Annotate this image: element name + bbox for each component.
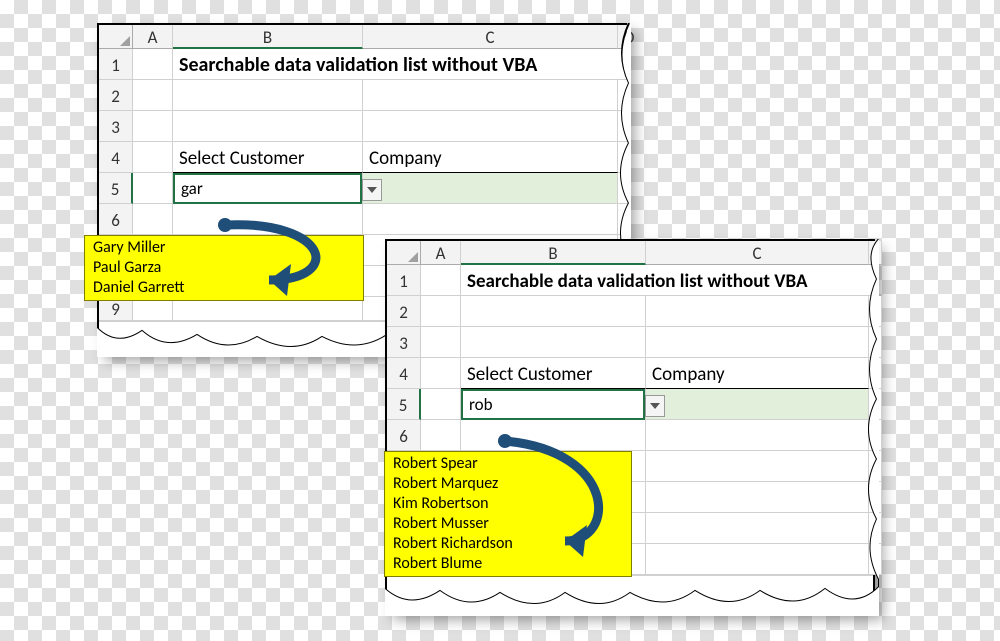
cell-C4-company[interactable]: Company <box>363 142 618 173</box>
row-header[interactable]: 2 <box>387 296 421 327</box>
col-header-edge <box>869 241 882 265</box>
col-header-B[interactable]: B <box>173 25 363 49</box>
cell[interactable] <box>646 327 869 358</box>
list-item[interactable]: Kim Robertson <box>393 494 623 514</box>
cell[interactable] <box>133 80 173 111</box>
cell-A1[interactable] <box>133 49 173 80</box>
row-header[interactable]: 4 <box>387 358 421 389</box>
customer-search-input[interactable]: rob <box>461 389 645 420</box>
col-header-D-edge: D <box>618 25 631 49</box>
row-header[interactable]: 1 <box>99 49 133 80</box>
cell[interactable] <box>421 265 461 296</box>
select-all-corner[interactable] <box>99 25 133 49</box>
cell-B4-select-customer[interactable]: Select Customer <box>173 142 363 173</box>
cell[interactable] <box>869 513 882 544</box>
cell[interactable] <box>133 111 173 142</box>
cell[interactable] <box>869 544 882 575</box>
col-header-C[interactable]: C <box>363 25 618 49</box>
col-header-A[interactable]: A <box>133 25 173 49</box>
cell[interactable] <box>618 173 631 204</box>
cell[interactable] <box>461 296 646 327</box>
cell-B1-title[interactable]: Searchable data validation list without … <box>173 49 629 80</box>
cell[interactable] <box>133 173 173 204</box>
cell[interactable] <box>646 451 869 482</box>
col-header-C[interactable]: C <box>646 241 869 265</box>
dropdown-button[interactable] <box>645 395 665 417</box>
cell[interactable] <box>869 358 882 389</box>
list-item[interactable]: Robert Richardson <box>393 534 623 554</box>
row-header[interactable]: 2 <box>99 80 133 111</box>
cell-C5-company-value[interactable] <box>363 173 618 204</box>
chevron-down-icon <box>367 187 377 193</box>
cell[interactable] <box>869 296 882 327</box>
list-item[interactable]: Robert Blume <box>393 554 623 574</box>
row-header[interactable]: 6 <box>387 420 421 451</box>
cell[interactable] <box>173 80 363 111</box>
cell-B1-title[interactable]: Searchable data validation list without … <box>461 265 877 296</box>
excel-snippet-2: A B C 1 Searchable data validation list … <box>385 239 875 612</box>
list-item[interactable]: Paul Garza <box>93 258 355 278</box>
list-item[interactable]: Robert Marquez <box>393 474 623 494</box>
cell-B5-input-wrapper: rob <box>461 389 646 420</box>
cell[interactable] <box>421 296 461 327</box>
chevron-down-icon <box>650 403 660 409</box>
cell[interactable] <box>133 142 173 173</box>
cell[interactable] <box>646 513 869 544</box>
list-item[interactable]: Daniel Garrett <box>93 278 355 298</box>
cell[interactable] <box>646 482 869 513</box>
customer-search-value: rob <box>469 390 493 419</box>
cell[interactable] <box>618 204 631 235</box>
row-header[interactable]: 4 <box>99 142 133 173</box>
row-header[interactable]: 1 <box>387 265 421 296</box>
cell[interactable] <box>173 204 363 235</box>
cell[interactable] <box>618 80 631 111</box>
cell[interactable] <box>363 80 618 111</box>
dropdown-button[interactable] <box>362 179 382 201</box>
cell[interactable] <box>133 204 173 235</box>
col-header-B[interactable]: B <box>461 241 646 265</box>
cell[interactable] <box>618 142 631 173</box>
cell[interactable] <box>869 420 882 451</box>
cell[interactable] <box>421 358 461 389</box>
customer-search-value: gar <box>181 174 203 203</box>
cell[interactable] <box>646 296 869 327</box>
cell-C5-company-value[interactable] <box>646 389 869 420</box>
customer-search-input[interactable]: gar <box>173 173 362 204</box>
select-all-corner[interactable] <box>387 241 421 265</box>
autocomplete-results: Gary Miller Paul Garza Daniel Garrett <box>84 235 364 301</box>
cell[interactable] <box>646 544 869 575</box>
cell[interactable] <box>869 451 882 482</box>
cell[interactable] <box>363 111 618 142</box>
cell[interactable] <box>869 389 882 420</box>
row-header[interactable]: 5 <box>387 389 421 420</box>
row-header[interactable]: 6 <box>99 204 133 235</box>
cell[interactable] <box>646 420 869 451</box>
cell[interactable] <box>173 111 363 142</box>
cell-B5-input-wrapper: gar <box>173 173 363 204</box>
cell[interactable] <box>618 111 631 142</box>
col-header-A[interactable]: A <box>421 241 461 265</box>
cell-C4-company[interactable]: Company <box>646 358 869 389</box>
cell[interactable] <box>421 389 461 420</box>
cell[interactable] <box>421 420 461 451</box>
row-header[interactable]: 5 <box>99 173 133 204</box>
list-item[interactable]: Robert Musser <box>393 514 623 534</box>
list-item[interactable]: Gary Miller <box>93 238 355 258</box>
row-header[interactable]: 3 <box>387 327 421 358</box>
row-header[interactable]: 3 <box>99 111 133 142</box>
list-item[interactable]: Robert Spear <box>393 454 623 474</box>
autocomplete-results: Robert Spear Robert Marquez Kim Robertso… <box>384 451 632 577</box>
cell[interactable] <box>363 204 618 235</box>
cell[interactable] <box>461 420 646 451</box>
cell[interactable] <box>869 482 882 513</box>
cell[interactable] <box>421 327 461 358</box>
cell[interactable] <box>869 327 882 358</box>
cell[interactable] <box>461 327 646 358</box>
cell-B4-select-customer[interactable]: Select Customer <box>461 358 646 389</box>
